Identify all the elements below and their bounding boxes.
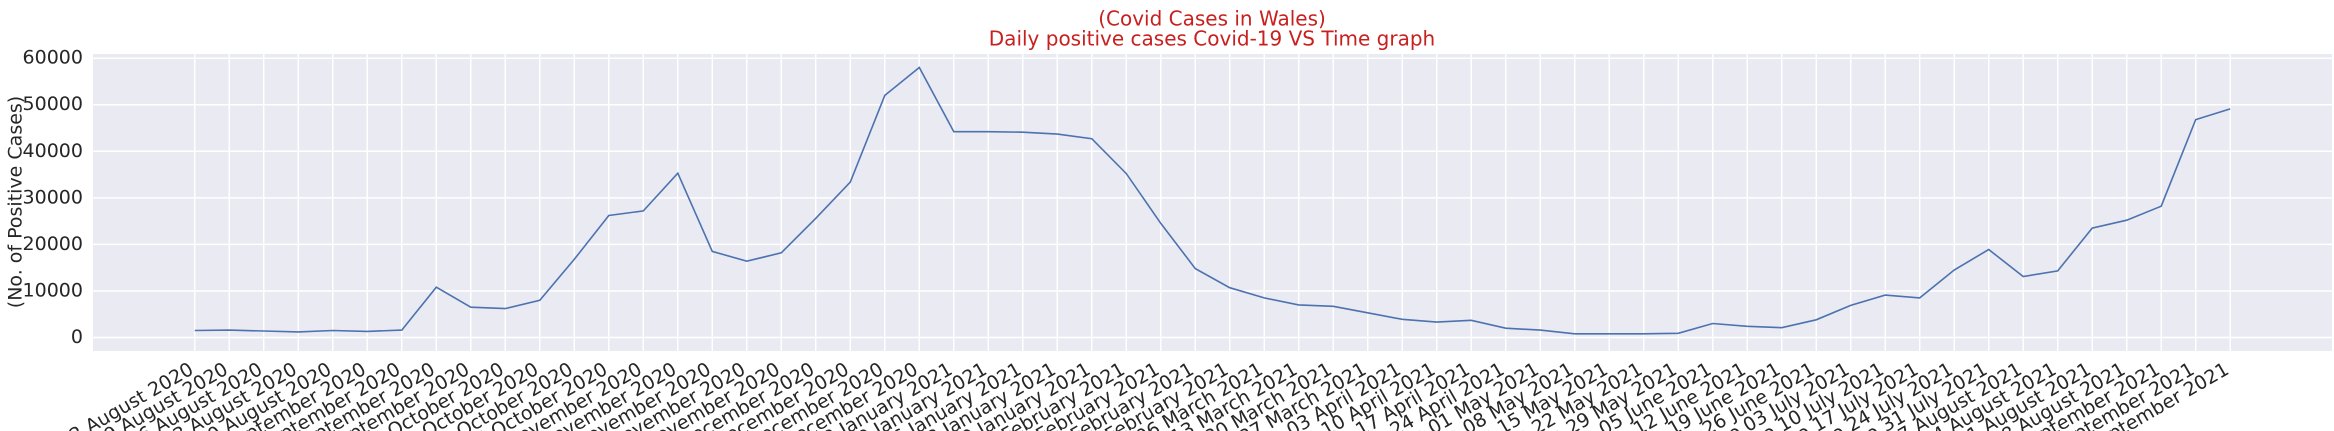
line bbox=[194, 66, 2231, 335]
plot-area bbox=[93, 54, 2332, 351]
chart-title: (Covid Cases in Wales) bbox=[1098, 7, 1326, 31]
chart-subtitle: Daily positive cases Covid-19 VS Time gr… bbox=[989, 27, 1435, 51]
y-tick-label: 50000 bbox=[23, 93, 83, 115]
y-tick-label: 0 bbox=[71, 326, 83, 348]
y-tick-label: 10000 bbox=[23, 279, 83, 301]
y-tick-label: 40000 bbox=[23, 140, 83, 162]
y-axis-label: (No. of Positive Cases) bbox=[5, 96, 27, 308]
y-tick-label: 30000 bbox=[23, 186, 83, 208]
y-tick-label: 20000 bbox=[23, 233, 83, 255]
y-tick-label: 60000 bbox=[23, 47, 83, 69]
